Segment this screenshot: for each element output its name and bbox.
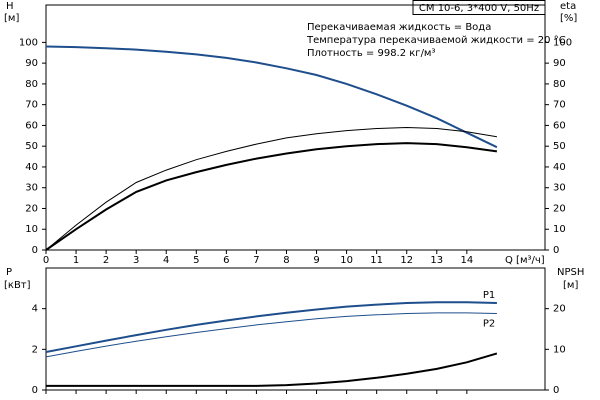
annotation: Перекачиваемая жидкость = Вода	[307, 22, 491, 33]
y2-tick-label: 60	[553, 120, 566, 131]
curve	[46, 352, 498, 387]
y-tick-label: 100	[19, 37, 38, 48]
y-tick-label: 0	[32, 385, 38, 396]
y-tick-label: 40	[25, 162, 38, 173]
y-tick-label: 30	[25, 183, 38, 194]
info: CM 10-6, 3*400 V, 50Hz	[419, 3, 539, 14]
y2-tick-label: 100	[553, 37, 572, 48]
y-tick-label: 2	[32, 344, 38, 355]
y2-tick-label: 70	[553, 100, 566, 111]
y2-unit: [м]	[563, 280, 578, 291]
y-tick-label: 70	[25, 100, 38, 111]
y-tick-label: 10	[25, 224, 38, 235]
curve	[45, 126, 497, 251]
y-tick-label: 20	[25, 203, 38, 214]
annotation: Плотность = 998.2 кг/м³	[307, 48, 436, 59]
y2-tick-label: 80	[553, 79, 566, 90]
x-tick-label: 6	[223, 255, 229, 266]
y2-tick-label: 0	[553, 385, 559, 396]
curve	[45, 45, 498, 149]
x-tick-label: 2	[103, 255, 109, 266]
x-tick-label: 1	[73, 255, 79, 266]
y2-tick-label: 20	[553, 304, 566, 315]
curve	[45, 301, 497, 353]
x-tick-label: 12	[400, 255, 413, 266]
curve	[45, 142, 498, 251]
y2-tick-label: 40	[553, 162, 566, 173]
x-tick-label: 0	[43, 255, 49, 266]
y-tick-label: 60	[25, 120, 38, 131]
y2-tick-label: 0	[553, 245, 559, 256]
x-tick-label: 11	[370, 255, 383, 266]
y2-unit: [%]	[560, 13, 577, 24]
y2-tick-label: 20	[553, 203, 566, 214]
y2-label: NPSH	[557, 267, 584, 278]
annotation: Температура перекачиваемой жидкости = 20…	[306, 35, 566, 46]
curve	[45, 312, 497, 358]
y-unit: [кВт]	[4, 280, 31, 291]
y2-tick-label: 10	[553, 224, 566, 235]
x-tick-label: 14	[460, 255, 473, 266]
x-tick-label: 9	[313, 255, 319, 266]
x-tick-label: 7	[253, 255, 259, 266]
x-tick-label: 4	[163, 255, 169, 266]
series-label: P1	[483, 290, 495, 301]
y-tick-label: 50	[25, 141, 38, 152]
x-tick-label: 13	[430, 255, 443, 266]
y-tick-label: 90	[25, 58, 38, 69]
plot-frame	[45, 267, 546, 391]
x-label: Q [м³/ч]	[505, 255, 545, 266]
x-tick-label: 10	[340, 255, 353, 266]
y2-tick-label: 50	[553, 141, 566, 152]
y-tick-label: 80	[25, 79, 38, 90]
y2-tick-label: 90	[553, 58, 566, 69]
series-label: P2	[483, 319, 495, 330]
y-unit: [м]	[4, 13, 19, 24]
y-tick-label: 4	[32, 304, 38, 315]
y-tick-label: 0	[32, 245, 38, 256]
x-tick-label: 8	[283, 255, 289, 266]
y2-label: eta	[560, 1, 576, 12]
y2-tick-label: 10	[553, 344, 566, 355]
x-tick-label: 5	[193, 255, 199, 266]
y-label: H	[6, 1, 14, 12]
plot-frame	[45, 4, 546, 251]
y-label: P	[6, 267, 12, 278]
x-tick-label: 3	[133, 255, 139, 266]
y2-tick-label: 30	[553, 183, 566, 194]
